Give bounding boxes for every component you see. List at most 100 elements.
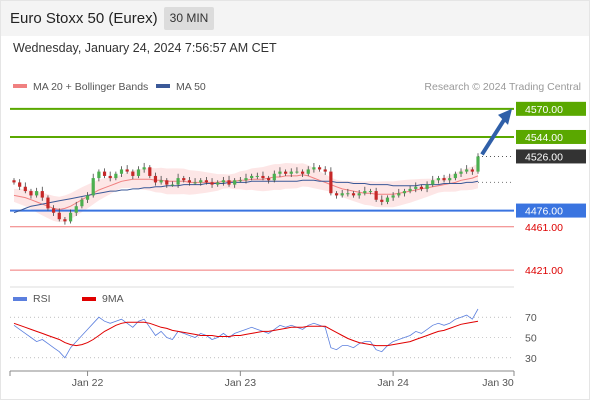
candle-body xyxy=(159,180,163,183)
candle-body xyxy=(414,186,418,189)
candle-body xyxy=(340,193,344,196)
candle-body xyxy=(176,178,180,185)
candle-body xyxy=(193,182,197,184)
candle-body xyxy=(233,180,237,185)
candle-body xyxy=(244,178,248,181)
candle-body xyxy=(221,180,225,183)
projection-arrow-shaft xyxy=(480,115,508,156)
candle-body xyxy=(459,171,463,174)
candle-body xyxy=(329,171,333,194)
candle-body xyxy=(182,178,186,181)
candle-body xyxy=(216,182,220,185)
candle-body xyxy=(431,180,435,185)
candle-body xyxy=(108,175,112,179)
candle-body xyxy=(142,167,146,170)
candle-body xyxy=(131,171,135,176)
candle-body xyxy=(18,182,22,187)
candle-body xyxy=(295,171,299,173)
legend-swatch-ma50 xyxy=(156,84,170,88)
candle-body xyxy=(357,193,361,196)
chart-title: Euro Stoxx 50 (Eurex) xyxy=(10,10,158,27)
candle-body xyxy=(476,156,480,172)
candle-body xyxy=(272,173,276,181)
candle-body xyxy=(323,169,327,172)
candle-body xyxy=(102,171,107,176)
x-tick-label: Jan 24 xyxy=(377,377,409,389)
candle-body xyxy=(57,212,61,220)
candle-body xyxy=(300,171,305,174)
candle-body xyxy=(136,169,141,176)
x-tick-label: Jan 23 xyxy=(225,377,257,389)
candle-body xyxy=(402,191,407,194)
price-level-label: 4461.00 xyxy=(525,222,563,234)
watermark: Research © 2024 Trading Central xyxy=(424,81,581,93)
timestamp: Wednesday, January 24, 2024 7:56:57 AM C… xyxy=(13,41,277,55)
current-price-box xyxy=(516,149,586,164)
price-level-label: 4544.00 xyxy=(525,132,563,144)
chart-header: Euro Stoxx 50 (Eurex) 30 MIN xyxy=(0,0,590,36)
rsi-tick-label: 30 xyxy=(525,353,537,365)
candle-body xyxy=(374,191,378,200)
candle-body xyxy=(334,193,339,196)
candle-body xyxy=(385,197,390,202)
candle-body xyxy=(346,193,350,195)
candle-body xyxy=(74,206,78,213)
candle-body xyxy=(419,186,424,189)
candle-body xyxy=(380,199,384,202)
price-level-label: 4570.00 xyxy=(525,104,563,116)
candle-body xyxy=(278,171,282,174)
projection-arrow-head xyxy=(498,108,512,125)
candle-body xyxy=(80,199,84,207)
candle-body xyxy=(148,167,152,176)
price-level-box xyxy=(516,101,586,116)
candle-body xyxy=(12,180,16,183)
candle-body xyxy=(465,169,469,172)
x-tick-label: Jan 22 xyxy=(72,377,104,389)
interval-badge[interactable]: 30 MIN xyxy=(164,7,214,30)
candle-body xyxy=(312,167,316,170)
price-level-label: 4526.00 xyxy=(525,151,563,163)
candle-body xyxy=(408,188,412,192)
candle-body xyxy=(267,178,271,181)
candle-body xyxy=(204,180,208,183)
candle-body xyxy=(52,208,56,213)
candle-body xyxy=(91,178,95,196)
candle-body xyxy=(442,178,446,181)
candle-body xyxy=(250,175,254,179)
candle-body xyxy=(306,169,310,174)
candle-body xyxy=(261,175,265,179)
candle-body xyxy=(165,180,169,185)
candle-body xyxy=(351,193,356,196)
candle-body xyxy=(368,191,373,193)
candle-body xyxy=(397,193,401,196)
rsi-tick-label: 50 xyxy=(525,333,537,345)
legend-label-ma20: MA 20 + Bollinger Bands xyxy=(33,81,148,93)
price-level-label: 4421.00 xyxy=(525,265,563,277)
candle-body xyxy=(448,178,452,181)
rsi-line xyxy=(13,308,479,359)
rsi-tick-label: 70 xyxy=(525,312,537,324)
candle-body xyxy=(35,191,39,196)
candle-body xyxy=(317,167,322,170)
candle-body xyxy=(170,184,175,186)
legend-swatch-9ma xyxy=(82,297,96,301)
candle-body xyxy=(119,169,124,174)
x-tick-label: Jan 30 xyxy=(482,377,514,389)
candle-body xyxy=(210,182,214,185)
rsi-9ma-line xyxy=(13,320,479,347)
legend-swatch-rsi xyxy=(13,297,27,301)
candle-body xyxy=(63,219,67,222)
candle-body xyxy=(68,212,73,222)
candle-body xyxy=(85,195,90,200)
candle-body xyxy=(97,171,101,179)
candle-body xyxy=(284,171,288,174)
candle-body xyxy=(199,180,203,183)
legend-label-9ma: 9MA xyxy=(102,293,124,305)
bollinger-band xyxy=(14,163,478,223)
price-level-box xyxy=(516,129,586,144)
price-level-box xyxy=(516,203,586,218)
candle-body xyxy=(453,173,457,179)
legend-swatch-ma20 xyxy=(13,84,27,88)
candle-body xyxy=(227,180,231,185)
